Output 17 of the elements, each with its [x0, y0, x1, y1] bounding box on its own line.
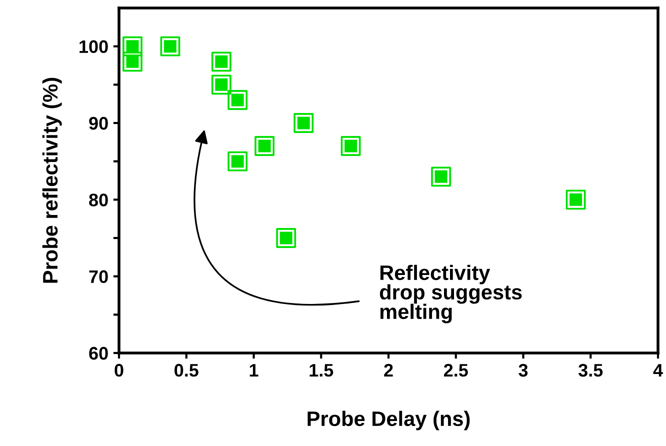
y-axis-title: Probe reflectivity (%): [42, 78, 62, 283]
x-tick-label: 1.5: [310, 364, 334, 377]
x-tick-label: 0.5: [174, 364, 198, 377]
y-tick-label: 90: [89, 116, 108, 130]
annotation: Reflectivity drop suggests melting: [380, 264, 522, 324]
y-tick-label: 100: [80, 40, 108, 54]
y-tick-label: 70: [89, 270, 108, 284]
x-tick-label: 1: [250, 364, 258, 376]
x-tick-label: 2: [384, 364, 393, 376]
x-tick-label: 3: [518, 364, 528, 377]
y-tick-label: 60: [89, 346, 108, 360]
x-tick-label: 2.5: [444, 364, 468, 377]
x-tick-label: 3.5: [578, 364, 603, 377]
x-tick-label: 4: [653, 364, 663, 376]
y-tick-label: 80: [89, 194, 108, 206]
x-axis-title: Probe Delay (ns): [308, 410, 470, 430]
x-tick-label: 0: [114, 364, 124, 377]
